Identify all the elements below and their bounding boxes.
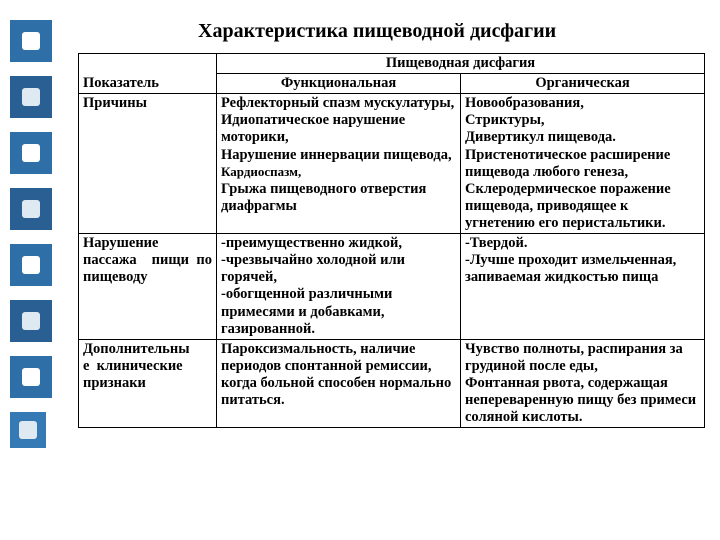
table-row: Причины Рефлекторный спазм мускулатуры,И…: [79, 94, 705, 234]
col-header-functional: Функциональная: [217, 74, 461, 94]
cell-text: Рефлекторный спазм мускулатуры,Идиопатич…: [221, 95, 454, 214]
decor-square: [10, 188, 52, 230]
cell-organic: Новообразования,Стриктуры,Дивертикул пищ…: [461, 94, 705, 234]
table-row: Дополнительные клинические признаки Паро…: [79, 339, 705, 428]
col-header-indicator: Показатель: [79, 54, 217, 94]
decor-square: [10, 244, 52, 286]
cell-text: Пароксизмальность, наличие периодов спон…: [221, 341, 451, 408]
main-content: Характеристика пищеводной дисфагии Показ…: [78, 0, 712, 540]
decor-square: [10, 356, 52, 398]
decor-square: [10, 300, 52, 342]
cell-text: -преимущественно жидкой,-чрезвычайно хол…: [221, 235, 405, 337]
row-label: Причины: [79, 94, 217, 234]
cell-text: Чувство полноты, распирания за грудиной …: [465, 341, 696, 425]
col-header-organic: Органическая: [461, 74, 705, 94]
decor-square: [10, 412, 46, 448]
decor-square: [10, 132, 52, 174]
cell-functional: Рефлекторный спазм мускулатуры,Идиопатич…: [217, 94, 461, 234]
dysphagia-table: Показатель Пищеводная дисфагия Функциона…: [78, 53, 705, 428]
cell-text: Новообразования,Стриктуры,Дивертикул пищ…: [465, 95, 671, 231]
table-row: Нарушение пассажа пищи по пищеводу -преи…: [79, 234, 705, 340]
row-label: Нарушение пассажа пищи по пищеводу: [79, 234, 217, 340]
cell-functional: Пароксизмальность, наличие периодов спон…: [217, 339, 461, 428]
cell-organic: Чувство полноты, распирания за грудиной …: [461, 339, 705, 428]
cell-functional: -преимущественно жидкой,-чрезвычайно хол…: [217, 234, 461, 340]
decor-square: [10, 76, 52, 118]
table-body: Причины Рефлекторный спазм мускулатуры,И…: [79, 94, 705, 428]
row-label: Дополнительные клинические признаки: [79, 339, 217, 428]
cell-organic: -Твердой.-Лучше проходит измельченная, з…: [461, 234, 705, 340]
cell-text: -Твердой.-Лучше проходит измельченная, з…: [465, 235, 676, 285]
left-decor-strip: [10, 20, 54, 448]
page-title: Характеристика пищеводной дисфагии: [198, 20, 712, 43]
col-header-group: Пищеводная дисфагия: [217, 54, 705, 74]
decor-square: [10, 20, 52, 62]
